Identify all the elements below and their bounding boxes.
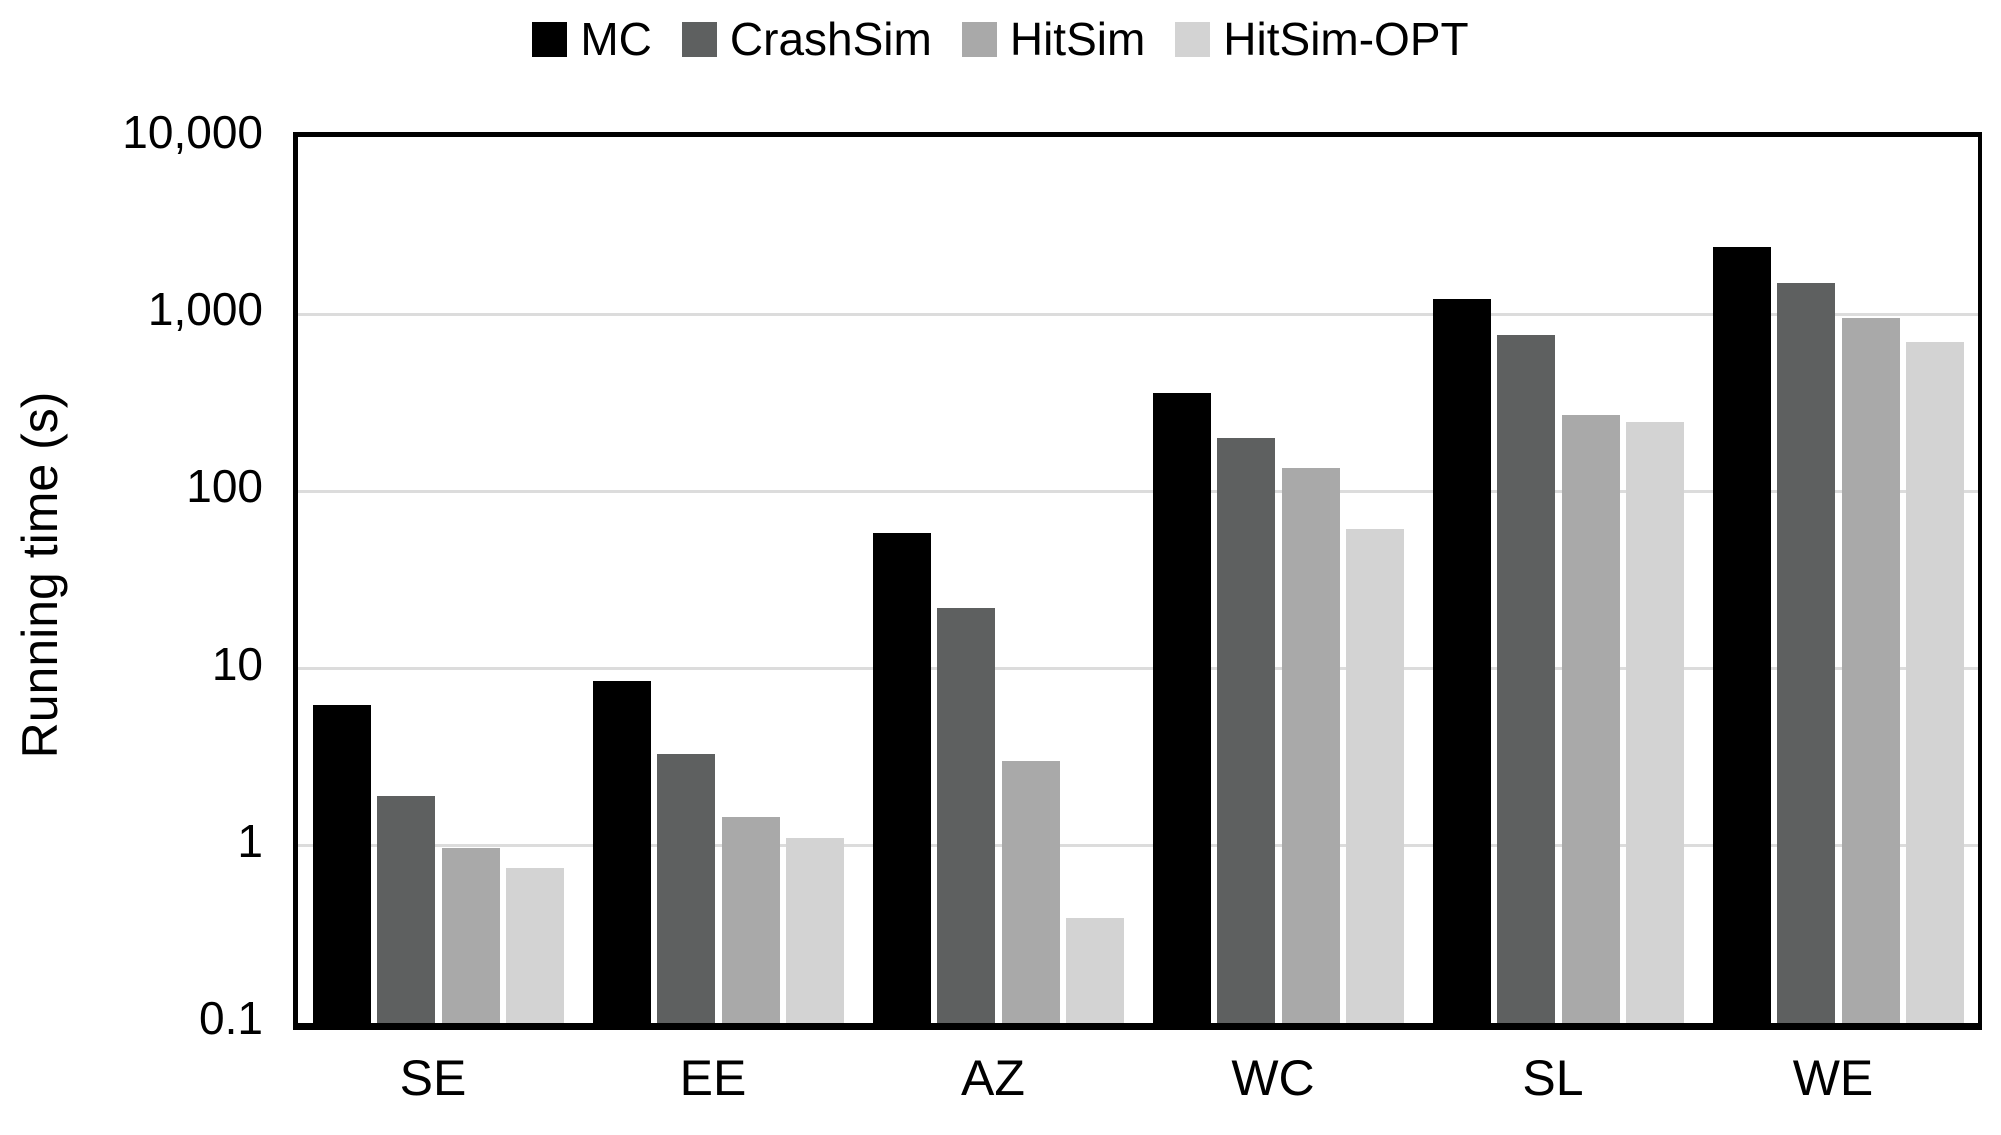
bar-hitsim-se [441,848,500,1023]
legend-swatch-hitsim-opt [1175,21,1211,57]
bar-hitsim-opt-wc [1345,529,1404,1023]
gridline [298,667,1978,671]
bar-mc-we [1713,246,1771,1023]
y-tick-label: 1,000 [147,283,263,336]
legend-label: HitSim [1009,13,1146,65]
gridline [298,489,1978,493]
y-tick-label: 10,000 [122,106,263,158]
x-tick-label-az: AZ [961,1050,1025,1106]
bar-hitsim-wc [1281,468,1340,1023]
legend-item-hitsim-opt: HitSim-OPT [1175,13,1469,65]
bar-crashsim-we [1777,283,1836,1023]
legend-item-hitsim: HitSim [961,13,1146,65]
bar-crashsim-se [377,796,436,1023]
bar-mc-sl [1433,298,1491,1023]
bar-mc-ee [593,681,651,1023]
legend-item-mc: MC [532,13,652,65]
legend-swatch-hitsim [961,21,997,57]
plot-area [293,132,1982,1030]
bar-hitsim-opt-az [1065,918,1124,1023]
y-axis-title: Running time (s) [12,391,68,759]
bar-hitsim-az [1001,761,1060,1023]
x-tick-label-wc: WC [1231,1050,1315,1106]
bar-mc-wc [1153,392,1211,1023]
y-tick-label: 100 [186,460,263,513]
x-tick-label-sl: SL [1522,1050,1584,1106]
bar-crashsim-ee [657,753,716,1023]
legend-label: MC [580,13,652,65]
bar-mc-az [873,533,931,1023]
bar-hitsim-opt-we [1905,341,1964,1023]
bar-hitsim-opt-se [505,867,564,1023]
bar-hitsim-we [1841,318,1900,1023]
x-tick-label-we: WE [1792,1050,1874,1106]
bar-mc-se [313,705,371,1023]
y-tick-label: 0.1 [199,992,263,1044]
legend-swatch-crashsim [681,21,717,57]
bar-crashsim-sl [1497,335,1556,1023]
gridline [298,312,1978,316]
x-tick-label-ee: EE [679,1050,747,1106]
bar-hitsim-sl [1561,414,1620,1023]
bar-hitsim-opt-ee [785,838,844,1023]
y-tick-label: 10 [211,637,263,690]
plot-inner [298,137,1978,1023]
bar-crashsim-wc [1217,438,1276,1023]
legend-label: CrashSim [729,13,932,65]
x-tick-label-se: SE [399,1050,467,1106]
y-tick-label: 1 [237,814,263,867]
bar-hitsim-ee [721,817,780,1023]
bar-hitsim-opt-sl [1625,422,1684,1023]
legend-item-crashsim: CrashSim [681,13,932,65]
bar-crashsim-az [937,607,996,1023]
gridline [298,844,1978,848]
legend-swatch-mc [532,21,568,57]
legend-label: HitSim-OPT [1223,13,1469,65]
legend: MC CrashSim HitSim HitSim-OPT [0,10,2001,68]
